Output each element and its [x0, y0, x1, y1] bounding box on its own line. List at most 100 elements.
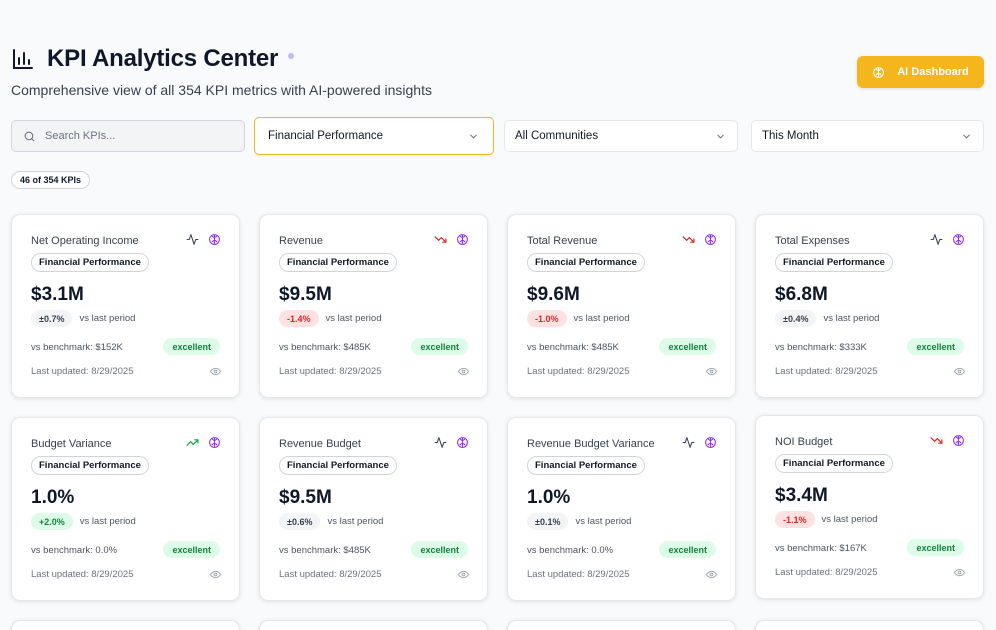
change-badge: ±0.6% [279, 513, 321, 530]
bar-chart-icon [13, 49, 33, 69]
ai-insight-icon[interactable] [456, 436, 469, 449]
category-badge: Financial Performance [527, 253, 645, 272]
change-label: vs last period [79, 313, 136, 324]
kpi-card-partial[interactable] [755, 620, 984, 630]
ai-insight-icon[interactable] [952, 434, 965, 447]
last-updated: Last updated: 8/29/2025 [527, 569, 630, 580]
ai-dashboard-label: AI Dashboard [897, 66, 969, 78]
kpi-card-partial[interactable] [259, 620, 488, 630]
category-badge: Financial Performance [775, 253, 893, 272]
last-updated: Last updated: 8/29/2025 [775, 366, 878, 377]
kpi-name: NOI Budget [775, 436, 833, 448]
status-badge: excellent [163, 338, 220, 355]
kpi-card-partial[interactable] [507, 620, 736, 630]
change-label: vs last period [575, 516, 632, 527]
kpi-icons [930, 233, 965, 246]
benchmark-text: vs benchmark: 0.0% [31, 545, 118, 556]
activity-icon [930, 233, 943, 246]
change-row: ±0.4% vs last period [775, 310, 879, 327]
benchmark-text: vs benchmark: 0.0% [527, 545, 614, 556]
period-select-value: This Month [762, 130, 819, 142]
last-updated: Last updated: 8/29/2025 [31, 366, 134, 377]
kpi-name: Budget Variance [31, 438, 112, 450]
activity-icon [682, 436, 695, 449]
benchmark-text: vs benchmark: $485K [279, 545, 371, 556]
ai-insight-icon[interactable] [704, 436, 717, 449]
eye-icon[interactable] [954, 567, 965, 578]
change-row: ±0.1% vs last period [527, 513, 631, 530]
benchmark-text: vs benchmark: $485K [527, 342, 619, 353]
kpi-value: $9.5M [279, 487, 332, 508]
status-badge: excellent [907, 338, 964, 355]
kpi-card[interactable]: Revenue Financial Performance $9.5M -1.4% vs… [259, 214, 488, 398]
status-badge: excellent [411, 338, 468, 355]
benchmark-text: vs benchmark: $167K [775, 543, 867, 554]
kpi-card[interactable]: NOI Budget Financial Performance $3.4M -1.1… [755, 415, 984, 599]
kpi-card[interactable]: Total Expenses Financial Performance $6.8M… [755, 214, 984, 398]
kpi-card[interactable]: Revenue Budget Variance Financial Perform… [507, 417, 736, 601]
kpi-name: Revenue [279, 235, 324, 247]
eye-icon[interactable] [210, 569, 221, 580]
kpi-icons [682, 233, 717, 246]
change-label: vs last period [823, 313, 880, 324]
activity-icon [186, 233, 199, 246]
ai-insight-icon[interactable] [704, 233, 717, 246]
page-subtitle: Comprehensive view of all 354 KPI metric… [11, 82, 432, 98]
brain-icon [873, 66, 885, 78]
kpi-card[interactable]: Total Revenue Financial Performance $9.6M -… [507, 214, 736, 398]
ai-insight-icon[interactable] [952, 233, 965, 246]
kpi-card[interactable]: Budget Variance Financial Performance 1.0%… [11, 417, 240, 601]
eye-icon[interactable] [706, 569, 717, 580]
page-title: KPI Analytics Center [47, 45, 279, 72]
ai-insight-icon[interactable] [456, 233, 469, 246]
kpi-card[interactable]: Revenue Budget Financial Performance $9.5M… [259, 417, 488, 601]
kpi-value: $3.1M [31, 284, 84, 305]
kpi-value: $9.6M [527, 284, 580, 305]
eye-icon[interactable] [210, 366, 221, 377]
period-select[interactable]: This Month [751, 120, 984, 152]
ai-dashboard-button[interactable]: AI Dashboard [857, 56, 984, 88]
change-row: ±0.7% vs last period [31, 310, 135, 327]
eye-icon[interactable] [954, 366, 965, 377]
eye-icon[interactable] [458, 366, 469, 377]
change-label: vs last period [573, 313, 630, 324]
category-badge: Financial Performance [31, 253, 149, 272]
trending-down-icon [682, 233, 695, 246]
kpi-value: 1.0% [31, 487, 75, 508]
kpi-card[interactable]: Net Operating Income Financial Performanc… [11, 214, 240, 398]
community-select[interactable]: All Communities [504, 120, 738, 152]
kpi-icons [186, 233, 221, 246]
change-label: vs last period [327, 516, 384, 527]
search-box[interactable] [11, 120, 245, 152]
ai-insight-icon[interactable] [208, 233, 221, 246]
community-select-value: All Communities [515, 130, 599, 142]
status-badge: excellent [411, 541, 468, 558]
status-badge: excellent [163, 541, 220, 558]
activity-icon [434, 436, 447, 449]
change-badge: -1.4% [279, 310, 319, 327]
category-select-value: Financial Performance [268, 130, 384, 142]
change-row: -1.4% vs last period [279, 310, 382, 327]
title-row: KPI Analytics Center [11, 44, 295, 74]
change-label: vs last period [79, 516, 136, 527]
category-badge: Financial Performance [31, 456, 149, 475]
ai-insight-icon[interactable] [208, 436, 221, 449]
status-badge: excellent [659, 338, 716, 355]
kpi-icons [434, 233, 469, 246]
category-select[interactable]: Financial Performance [254, 117, 494, 155]
status-badge: excellent [659, 541, 716, 558]
status-dot [288, 53, 295, 59]
chevron-down-icon [470, 134, 477, 139]
change-label: vs last period [325, 313, 382, 324]
search-input[interactable] [45, 130, 225, 142]
benchmark-text: vs benchmark: $333K [775, 342, 867, 353]
status-badge: excellent [907, 539, 964, 556]
last-updated: Last updated: 8/29/2025 [775, 567, 878, 578]
kpi-icons [434, 436, 469, 449]
benchmark-text: vs benchmark: $152K [31, 342, 123, 353]
kpi-icons [186, 436, 221, 449]
kpi-card-partial[interactable] [11, 620, 240, 630]
eye-icon[interactable] [706, 366, 717, 377]
eye-icon[interactable] [458, 569, 469, 580]
change-label: vs last period [821, 514, 878, 525]
